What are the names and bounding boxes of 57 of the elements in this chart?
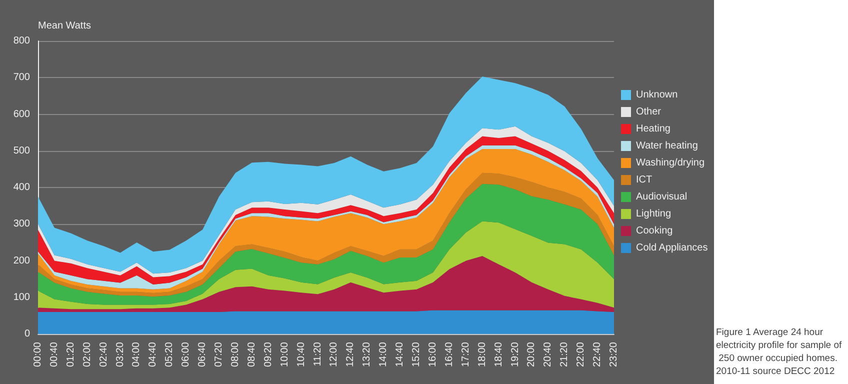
x-tick-label: 21:20	[559, 342, 570, 368]
y-tick-label: 700	[13, 72, 30, 84]
x-tick-label: 14:00	[378, 342, 390, 368]
legend-label: Heating	[636, 124, 670, 134]
y-tick-label: 800	[13, 36, 30, 46]
legend-label: Water heating	[636, 140, 698, 152]
x-tick-label: 10:00	[279, 342, 290, 368]
x-tick-label: 22:40	[592, 342, 604, 368]
x-tick-label: 06:40	[197, 342, 208, 368]
x-tick-label: 18:00	[476, 342, 488, 368]
x-tick-label: 06:00	[180, 342, 192, 368]
x-tick-label: 00:00	[32, 342, 44, 368]
x-tick-label: 12:00	[328, 342, 340, 368]
legend-label: Audiovisual	[636, 192, 688, 202]
legend-label: Lighting	[636, 208, 672, 220]
x-tick-label: 10:40	[296, 342, 307, 368]
x-tick-label: 23:20	[608, 342, 620, 368]
x-tick-label: 16:40	[444, 342, 455, 368]
x-tick-label: 08:00	[230, 342, 241, 368]
x-tick-label: 01:20	[65, 342, 76, 368]
legend-label: Cooking	[636, 226, 673, 236]
y-tick-label: 300	[13, 218, 30, 230]
x-tick-label: 07:20	[214, 342, 225, 368]
y-tick-label: 100	[13, 292, 30, 303]
y-tick-label: 0	[24, 328, 30, 340]
x-tick-label: 14:40	[394, 342, 406, 368]
legend-label: Cold Appliances	[636, 242, 708, 254]
legend-label: Unknown	[636, 90, 678, 100]
x-tick-label: 12:40	[345, 342, 356, 368]
x-tick-label: 18:40	[493, 342, 504, 368]
x-tick-label: 22:00	[576, 342, 587, 368]
x-tick-label: 05:20	[164, 342, 176, 368]
x-tick-label: 04:40	[148, 342, 159, 368]
legend-label: Other	[636, 106, 662, 118]
y-axis-title: Mean Watts	[38, 20, 91, 32]
x-tick-label: 00:40	[48, 342, 60, 368]
legend-label: Washing/drying	[636, 158, 705, 168]
x-tick-label: 03:20	[114, 342, 126, 368]
y-tick-label: 600	[13, 108, 30, 120]
x-tick-label: 04:00	[131, 342, 142, 368]
y-tick-label: 200	[13, 255, 30, 266]
caption: Figure 1 Average 24 hour electricity profile for sample of 250 owner occupied homes. 2010-11 source DECC 2012	[716, 327, 842, 377]
x-tick-label: 15:20	[411, 342, 422, 368]
x-tick-label: 09:20	[262, 342, 274, 368]
x-tick-label: 02:00	[82, 342, 93, 368]
x-tick-label: 02:40	[98, 342, 110, 368]
x-tick-label: 08:40	[246, 342, 258, 368]
x-tick-label: 17:20	[460, 342, 472, 368]
x-tick-label: 20:40	[542, 342, 554, 368]
x-tick-label: 16:00	[427, 342, 438, 368]
y-tick-label: 400	[13, 182, 30, 193]
x-tick-label: 20:00	[526, 342, 538, 368]
legend-label: ICT	[636, 174, 652, 186]
x-tick-label: 13:20	[362, 342, 373, 368]
x-tick-label: 11:20	[312, 342, 324, 366]
x-tick-label: 19:20	[510, 342, 521, 368]
y-tick-label: 500	[13, 145, 30, 156]
